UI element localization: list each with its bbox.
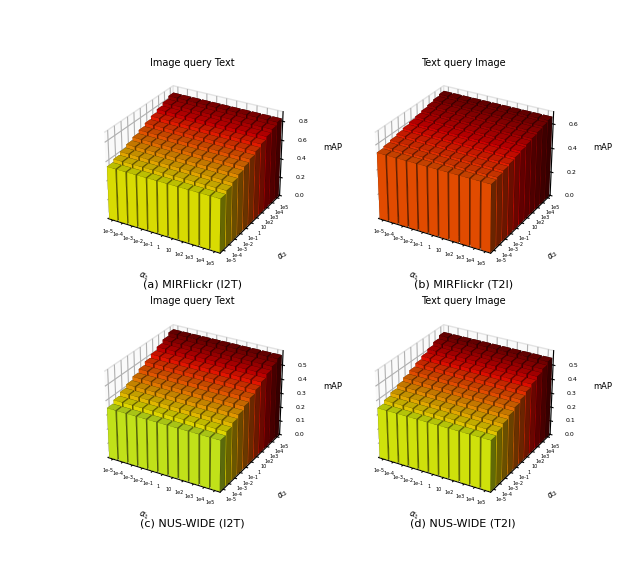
Title: Image query Text: Image query Text (150, 57, 235, 68)
Text: (d) NUS-WIDE (T2I): (d) NUS-WIDE (T2I) (410, 518, 516, 529)
Text: (a) MIRFlickr (I2T): (a) MIRFlickr (I2T) (143, 279, 242, 290)
X-axis label: $\alpha_1$: $\alpha_1$ (137, 509, 150, 522)
Y-axis label: $\alpha_2$: $\alpha_2$ (275, 248, 291, 263)
Y-axis label: $\alpha_2$: $\alpha_2$ (546, 248, 561, 263)
Text: (b) MIRFlickr (T2I): (b) MIRFlickr (T2I) (413, 279, 513, 290)
X-axis label: $\alpha_1$: $\alpha_1$ (137, 270, 150, 283)
Title: Text query Image: Text query Image (421, 296, 506, 307)
X-axis label: $\alpha_1$: $\alpha_1$ (407, 270, 420, 283)
Y-axis label: $\alpha_2$: $\alpha_2$ (546, 487, 561, 502)
X-axis label: $\alpha_1$: $\alpha_1$ (407, 509, 420, 522)
Title: Image query Text: Image query Text (150, 296, 235, 307)
Text: (c) NUS-WIDE (I2T): (c) NUS-WIDE (I2T) (140, 518, 245, 529)
Y-axis label: $\alpha_2$: $\alpha_2$ (275, 487, 291, 502)
Title: Text query Image: Text query Image (421, 57, 506, 68)
